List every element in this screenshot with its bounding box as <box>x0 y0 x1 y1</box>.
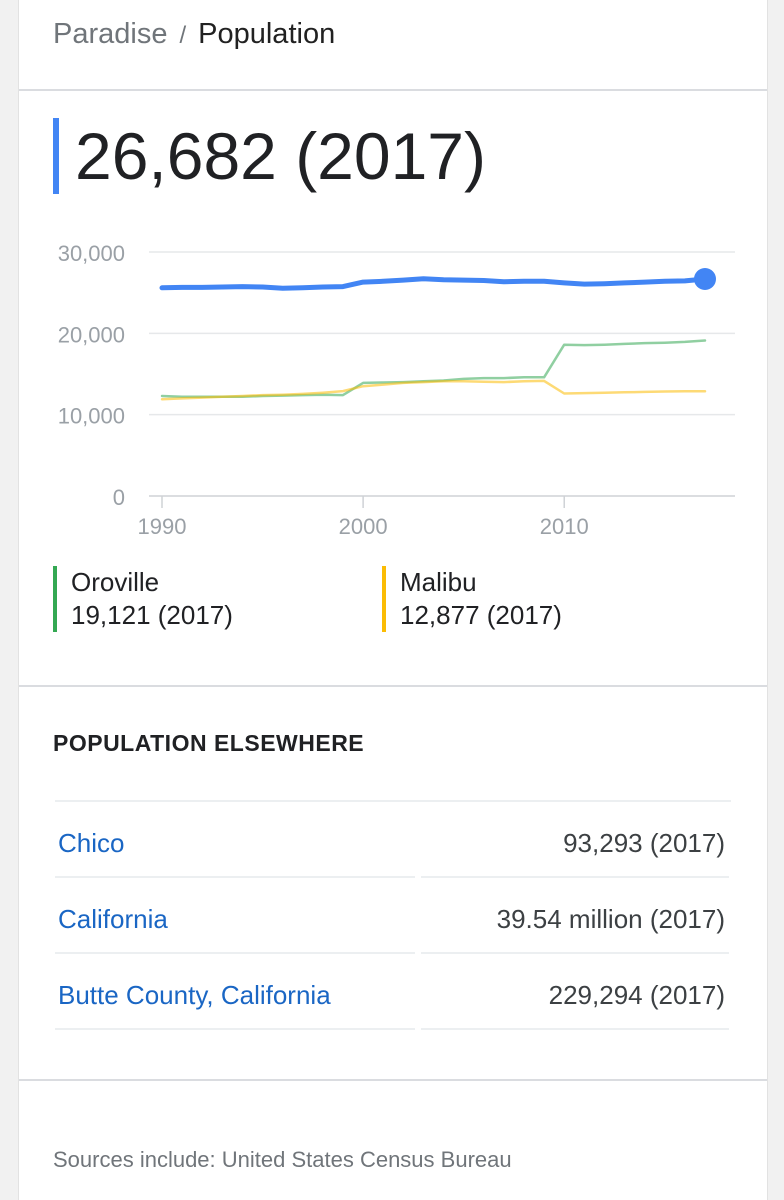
place-link-butte-county[interactable]: Butte County, California <box>58 980 331 1010</box>
row-divider <box>55 800 731 802</box>
row-divider <box>55 952 415 954</box>
place-value: 229,294 (2017) <box>548 980 725 1010</box>
section-title: POPULATION ELSEWHERE <box>53 730 365 756</box>
population-card: Paradise / Population 26,682 (2017) 0 10,00… <box>18 0 768 1200</box>
headline-accent-bar <box>53 118 59 194</box>
x-tick-label: 1990 <box>138 514 187 539</box>
section-divider <box>19 685 767 687</box>
place-link-california[interactable]: California <box>58 904 168 934</box>
header-divider <box>19 89 767 91</box>
series-line-oroville <box>160 339 707 399</box>
place-value: 93,293 (2017) <box>563 828 725 858</box>
population-headline: 26,682 (2017) <box>75 119 486 193</box>
breadcrumb-root[interactable]: Paradise <box>53 18 168 50</box>
sources-note: Sources include: United States Census Bu… <box>53 1147 512 1172</box>
y-tick-label: 20,000 <box>58 322 125 347</box>
y-tick-label: 0 <box>113 485 125 510</box>
x-tick-label: 2010 <box>540 514 589 539</box>
series-end-point-paradise <box>694 267 716 290</box>
legend-value: 12,877 (2017) <box>400 600 562 630</box>
y-tick-label: 10,000 <box>58 404 125 429</box>
place-value: 39.54 million (2017) <box>496 904 725 934</box>
row-divider <box>55 1028 415 1030</box>
row-divider <box>421 952 729 954</box>
legend-name: Oroville <box>71 567 160 597</box>
legend-color-bar <box>382 566 386 632</box>
legend-color-bar <box>53 566 57 632</box>
y-tick-label: 30,000 <box>58 241 125 266</box>
row-divider <box>421 876 729 878</box>
population-chart: 0 10,000 20,000 30,000 1990 2000 2010 <box>58 241 735 539</box>
series-line-paradise <box>159 276 708 291</box>
legend-value: 19,121 (2017) <box>71 600 233 630</box>
legend-item-malibu[interactable]: Malibu 12,877 (2017) <box>382 566 562 632</box>
row-divider <box>421 1028 729 1030</box>
legend-item-oroville[interactable]: Oroville 19,121 (2017) <box>53 566 233 632</box>
legend-name: Malibu <box>400 567 477 597</box>
breadcrumb-separator: / <box>179 22 187 49</box>
breadcrumb-current: Population <box>198 18 336 50</box>
row-divider <box>55 876 415 878</box>
place-link-chico[interactable]: Chico <box>58 828 125 858</box>
series-line-malibu <box>160 379 707 401</box>
footer-divider <box>19 1079 767 1081</box>
x-tick-label: 2000 <box>339 514 388 539</box>
breadcrumb: Paradise / Population <box>53 18 335 51</box>
